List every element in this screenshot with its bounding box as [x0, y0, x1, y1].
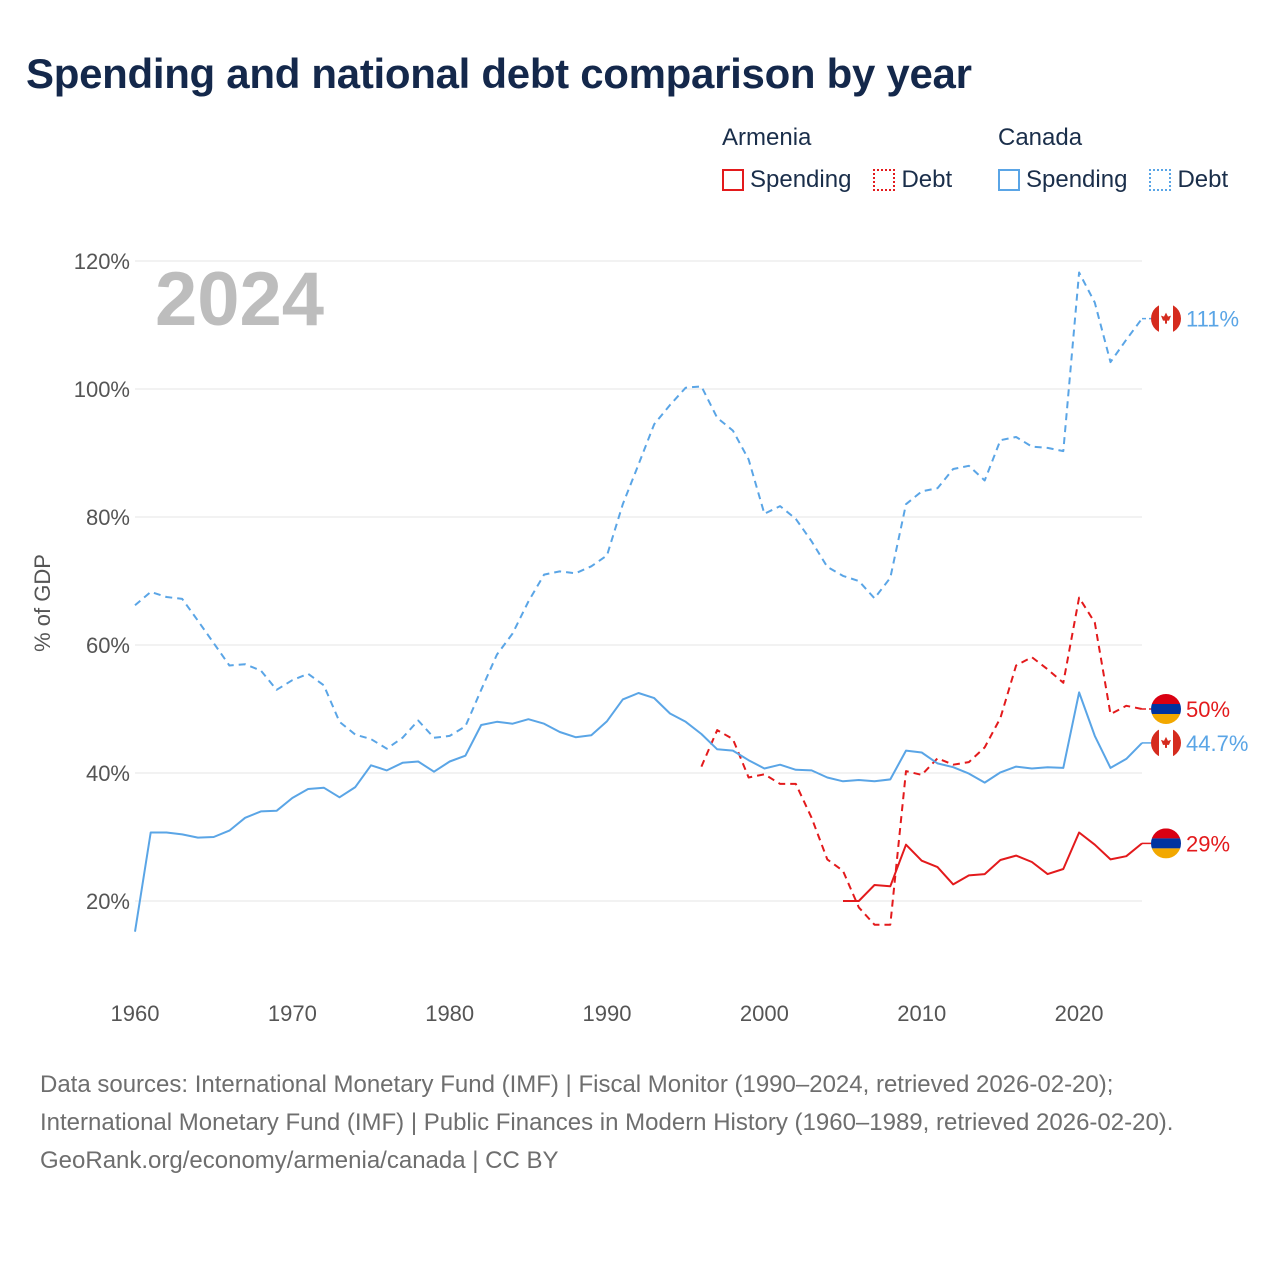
legend-label-canada-spending: Spending [1026, 166, 1128, 193]
legend-canada-debt[interactable]: Debt [1149, 166, 1228, 194]
year-watermark: 2024 [155, 257, 324, 342]
gridlines [135, 260, 1142, 902]
y-tick-label: 20% [86, 889, 130, 914]
legend-label-armenia-spending: Spending [750, 166, 852, 193]
legend-label-canada-debt: Debt [1177, 166, 1229, 193]
end-value-label: 50% [1186, 697, 1230, 722]
footer: Data sources: International Monetary Fun… [40, 1066, 1240, 1180]
armenia-flag-icon [1151, 828, 1181, 859]
series-line-canada-debt[interactable] [134, 271, 1143, 750]
y-axis-title: % of GDP [30, 554, 55, 652]
credit-link[interactable]: GeoRank.org/economy/armenia/canada | CC … [40, 1147, 559, 1174]
x-tick-label: 1970 [268, 1001, 317, 1026]
y-tick-label: 60% [86, 633, 130, 658]
series-line-armenia-spending[interactable] [843, 831, 1143, 902]
y-tick-label: 120% [74, 249, 130, 274]
axes: 20% 40% 60% 80% 100% 120% 1960 1970 1980 1990 2000… [30, 249, 1104, 1026]
x-tick-label: 2000 [740, 1001, 789, 1026]
x-tick-label: 1960 [111, 1001, 160, 1026]
x-tick-label: 2020 [1055, 1001, 1104, 1026]
canada-flag-icon [1151, 727, 1181, 758]
chart-title: Spending and national debt comparison by… [26, 50, 972, 97]
legend-swatch-canada-spending [998, 169, 1020, 191]
series-layer [134, 271, 1143, 932]
legend-armenia-spending[interactable]: Spending [722, 166, 851, 194]
legend-country-armenia: Armenia [722, 124, 812, 151]
legend-armenia-debt[interactable]: Debt [873, 166, 952, 194]
line-chart: 20% 40% 60% 80% 100% 120% 1960 1970 1980 1990 2000… [30, 249, 1248, 1026]
y-tick-label: 100% [74, 377, 130, 402]
legend-label-armenia-debt: Debt [901, 166, 953, 193]
y-tick-label: 40% [86, 761, 130, 786]
x-tick-label: 1980 [425, 1001, 474, 1026]
legend-canada: Canada Spending Debt [998, 124, 1228, 194]
x-tick-label: 2010 [897, 1001, 946, 1026]
legend-swatch-canada-debt [1149, 169, 1172, 191]
end-value-label: 44.7% [1186, 731, 1248, 756]
armenia-flag-icon [1151, 694, 1181, 724]
series-line-canada-spending[interactable] [134, 691, 1143, 932]
legend-canada-spending[interactable]: Spending [998, 166, 1127, 194]
end-labels: 111% 50% 44.7% 29% [1142, 303, 1248, 859]
series-line-armenia-debt[interactable] [700, 596, 1143, 926]
legend-armenia: Armenia Spending Debt [722, 124, 952, 194]
legend-country-canada: Canada [998, 124, 1083, 151]
y-tick-label: 80% [86, 505, 130, 530]
legend-swatch-armenia-spending [722, 169, 744, 191]
data-sources: Data sources: International Monetary Fun… [40, 1071, 1174, 1136]
canada-flag-icon [1151, 303, 1181, 334]
end-value-label: 111% [1186, 307, 1239, 332]
x-tick-label: 1990 [583, 1001, 632, 1026]
end-value-label: 29% [1186, 831, 1230, 856]
legend-swatch-armenia-debt [873, 169, 896, 191]
